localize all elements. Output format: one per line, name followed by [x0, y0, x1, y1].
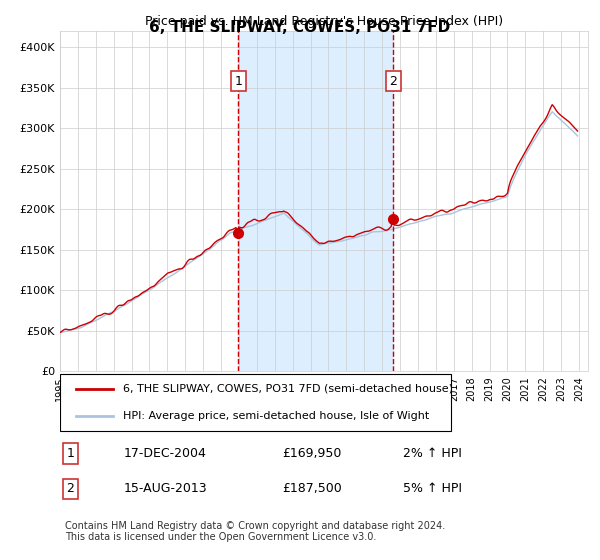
Text: Contains HM Land Registry data © Crown copyright and database right 2024.
This d: Contains HM Land Registry data © Crown c…: [65, 521, 446, 543]
Text: 6, THE SLIPWAY, COWES, PO31 7FD (semi-detached house): 6, THE SLIPWAY, COWES, PO31 7FD (semi-de…: [124, 384, 454, 394]
Text: 1: 1: [235, 74, 242, 87]
Text: 1: 1: [67, 447, 74, 460]
Text: 6, THE SLIPWAY, COWES, PO31 7FD: 6, THE SLIPWAY, COWES, PO31 7FD: [149, 20, 451, 35]
Text: 2: 2: [67, 483, 74, 496]
Text: 2: 2: [389, 74, 397, 87]
Bar: [238, 31, 393, 371]
Text: 15-AUG-2013: 15-AUG-2013: [124, 483, 207, 496]
FancyBboxPatch shape: [60, 374, 451, 431]
Text: £169,950: £169,950: [282, 447, 341, 460]
Text: HPI: Average price, semi-detached house, Isle of Wight: HPI: Average price, semi-detached house,…: [124, 412, 430, 421]
Text: 2% ↑ HPI: 2% ↑ HPI: [403, 447, 462, 460]
Title: Price paid vs. HM Land Registry's House Price Index (HPI): Price paid vs. HM Land Registry's House …: [145, 15, 503, 28]
Text: £187,500: £187,500: [282, 483, 341, 496]
Text: 17-DEC-2004: 17-DEC-2004: [124, 447, 206, 460]
Text: 5% ↑ HPI: 5% ↑ HPI: [403, 483, 462, 496]
